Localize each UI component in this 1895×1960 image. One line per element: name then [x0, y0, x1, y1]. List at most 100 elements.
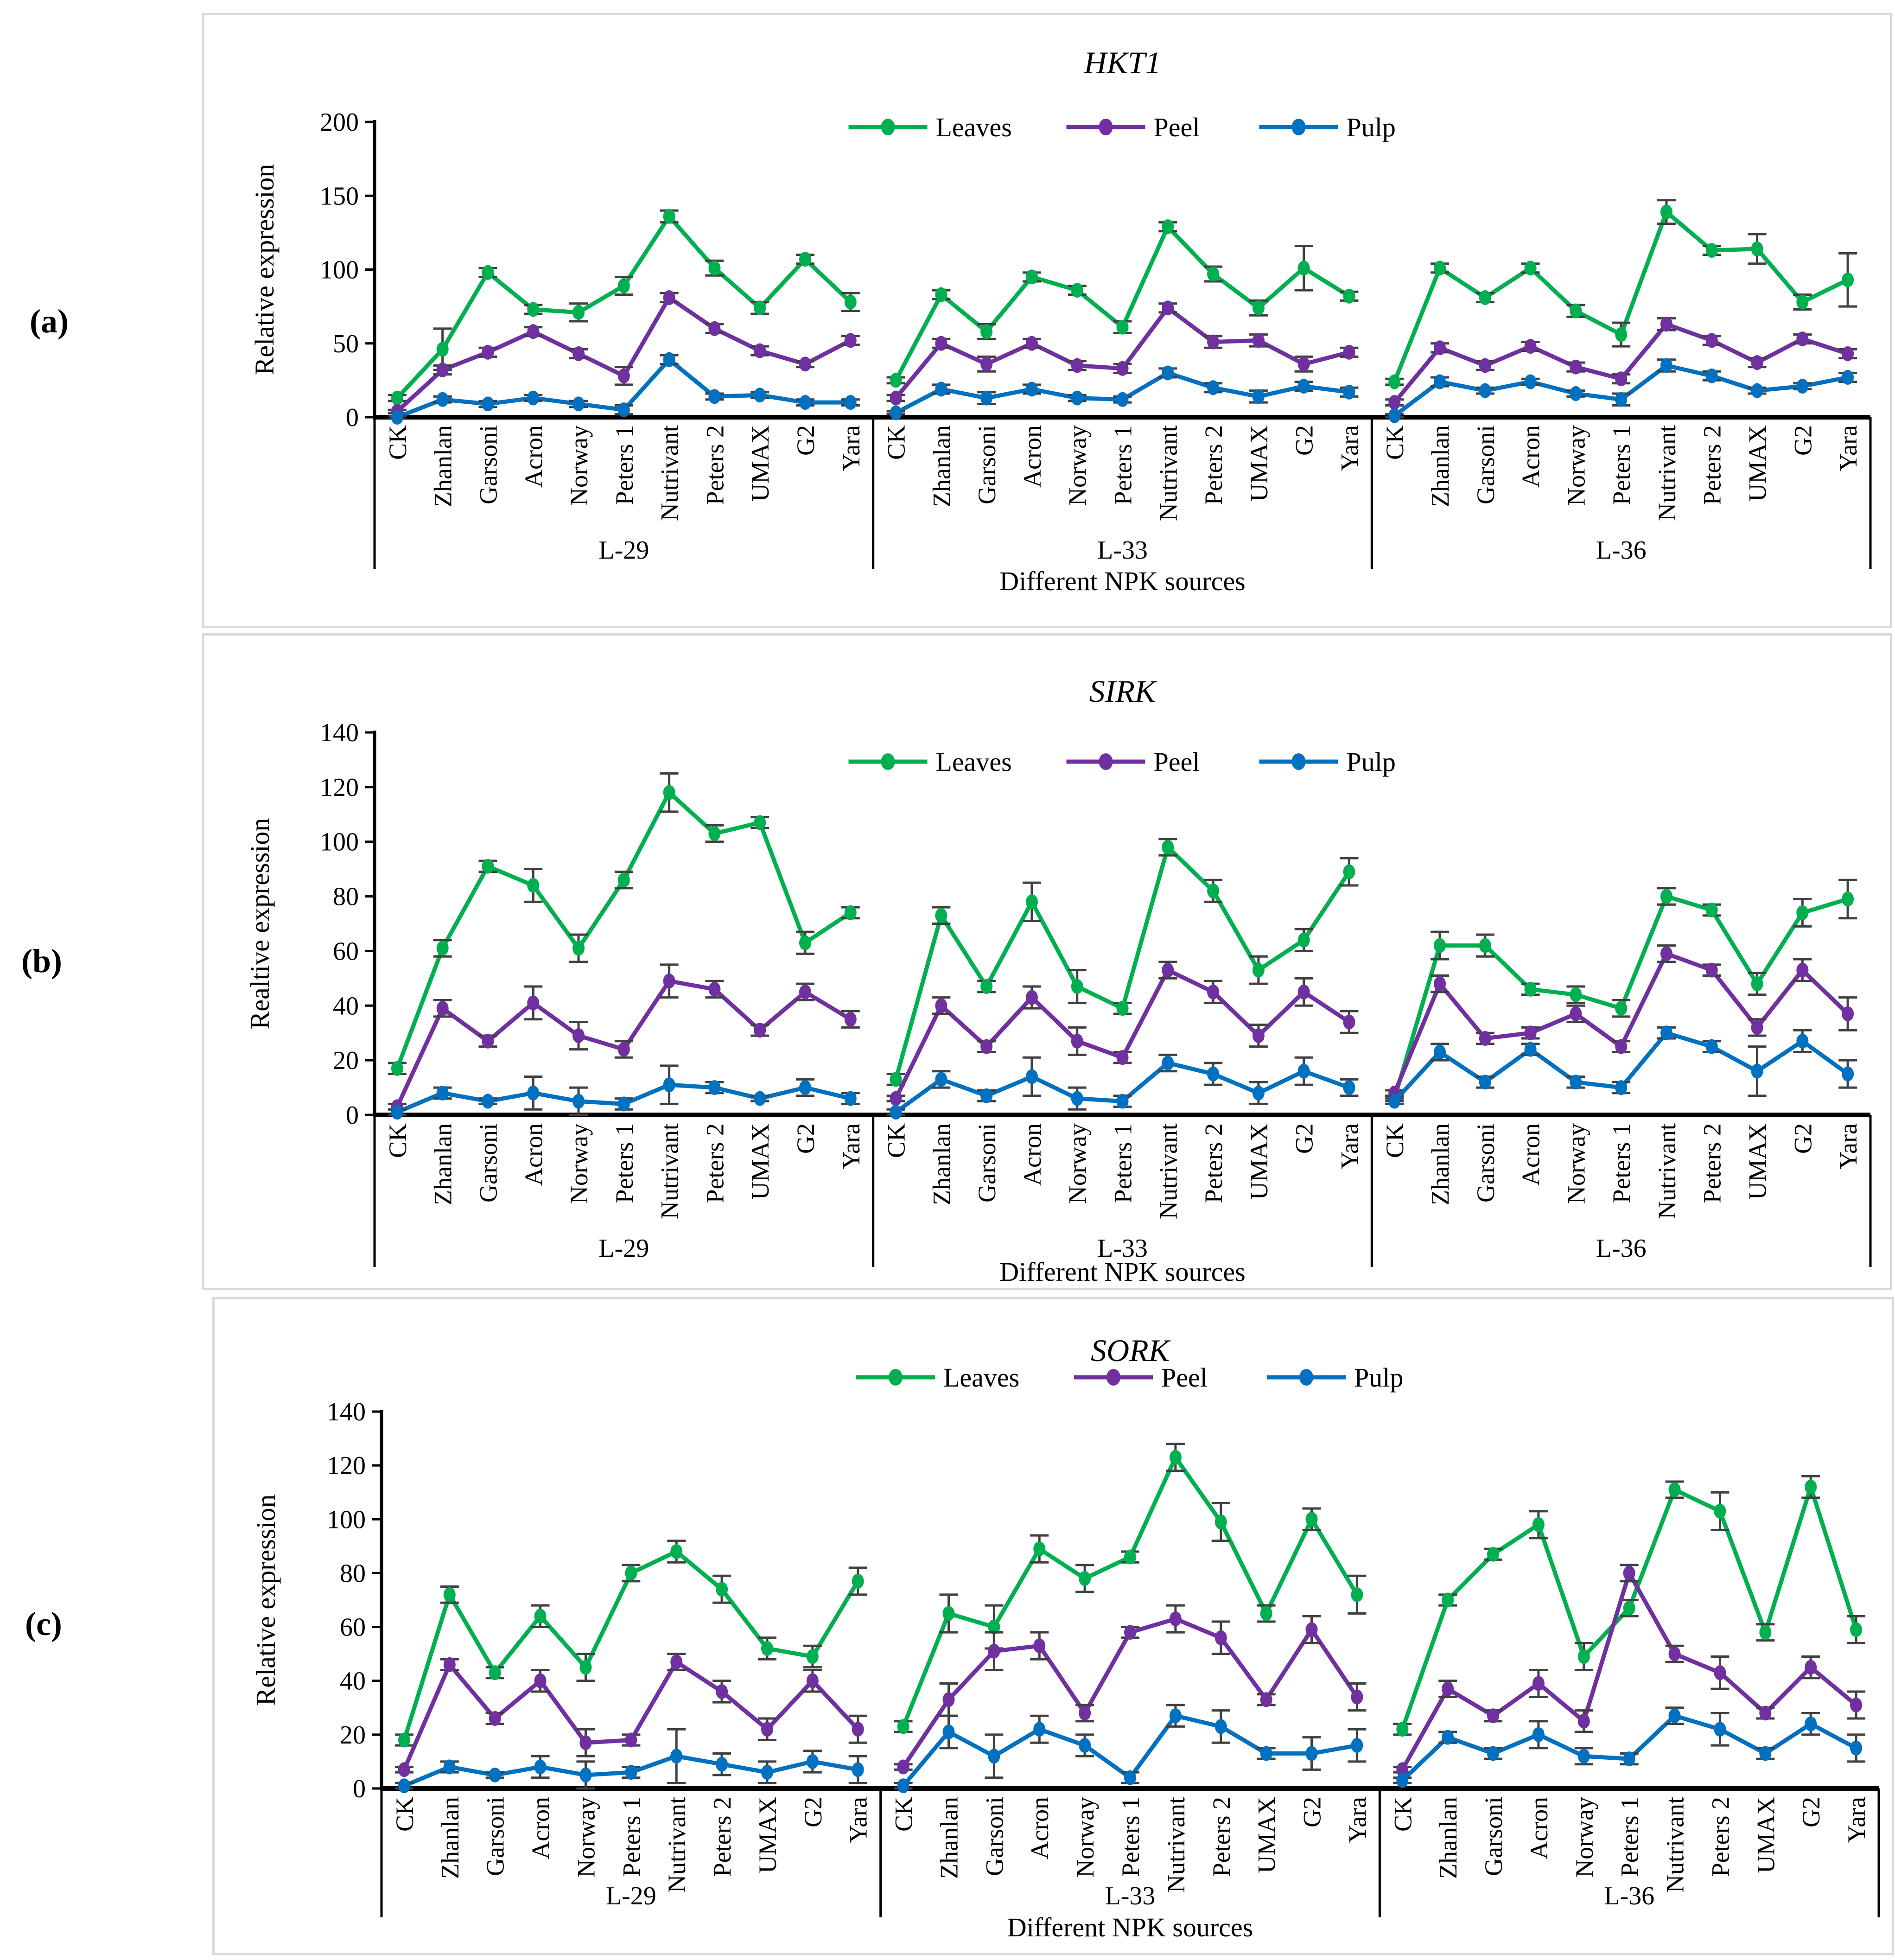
- category-label: CK: [883, 1123, 910, 1158]
- series-line-pulp: [1401, 1713, 1857, 1782]
- data-point: [799, 1080, 811, 1095]
- data-point: [1162, 1056, 1174, 1071]
- data-point: [716, 1582, 728, 1597]
- category-label: Peters 2: [1200, 425, 1227, 505]
- y-tick-label: 40: [340, 1667, 366, 1696]
- data-point: [1297, 984, 1310, 999]
- data-point: [1796, 905, 1809, 920]
- data-point: [617, 368, 630, 383]
- data-point: [1623, 1565, 1635, 1581]
- data-point: [716, 1756, 728, 1772]
- data-point: [1071, 390, 1083, 406]
- category-label: Acron: [1525, 1797, 1553, 1859]
- data-point: [890, 390, 902, 406]
- data-point: [1842, 891, 1854, 907]
- group-label: L-29: [598, 1234, 649, 1263]
- data-point: [572, 1028, 585, 1044]
- legend-item-peel: Peel: [1074, 1362, 1208, 1393]
- data-point: [1705, 903, 1718, 918]
- category-label: Garsoni: [482, 1797, 509, 1876]
- data-point: [1169, 1611, 1182, 1627]
- category-label: UMAX: [1245, 425, 1273, 502]
- data-point: [1033, 1638, 1046, 1654]
- data-point: [670, 1655, 683, 1670]
- legend-marker-icon: [1291, 753, 1306, 770]
- data-point: [942, 1692, 955, 1707]
- legend-label: Leaves: [936, 112, 1012, 142]
- data-point: [482, 344, 494, 360]
- y-tick-label: 0: [353, 1775, 366, 1803]
- category-label: Acron: [1018, 1123, 1046, 1186]
- data-point: [1615, 1039, 1628, 1054]
- data-point: [806, 1649, 819, 1664]
- category-label: Acron: [1517, 425, 1545, 488]
- data-point: [1260, 1746, 1272, 1761]
- y-tick-label: 40: [333, 992, 359, 1020]
- data-point: [1442, 1592, 1454, 1608]
- data-point: [935, 287, 948, 302]
- data-point: [1796, 1033, 1809, 1049]
- y-tick-label: 150: [320, 182, 359, 210]
- data-point: [1252, 389, 1265, 404]
- panel-b-label: (b): [21, 942, 62, 980]
- data-point: [1532, 1676, 1545, 1691]
- category-label: CK: [1381, 1123, 1409, 1158]
- data-point: [1524, 374, 1537, 389]
- data-point: [436, 363, 449, 378]
- data-point: [852, 1762, 864, 1777]
- data-point: [1207, 883, 1220, 898]
- category-label: Nutrivant: [1653, 1123, 1681, 1219]
- data-point: [436, 1085, 449, 1101]
- data-point: [1442, 1730, 1454, 1745]
- data-point: [1705, 1039, 1718, 1054]
- category-label: Peters 2: [1698, 1123, 1726, 1203]
- panel-hkt1-chart: HKT1 0 50 100 150 200 Relative expression CK Zha…: [202, 13, 1892, 628]
- data-point: [391, 1061, 403, 1076]
- data-point: [663, 785, 675, 800]
- data-point: [489, 1767, 501, 1782]
- category-label: Zhanlan: [429, 425, 457, 507]
- data-point: [1252, 962, 1265, 978]
- data-point: [527, 878, 540, 893]
- data-point: [1487, 1708, 1500, 1724]
- data-point: [1033, 1541, 1046, 1557]
- data-point: [1351, 1587, 1363, 1602]
- data-point: [1714, 1503, 1726, 1519]
- data-point: [579, 1735, 592, 1750]
- group-label: L-36: [1596, 1234, 1647, 1263]
- legend-item-pulp: Pulp: [1259, 112, 1396, 142]
- y-axis-title: Realtive expression: [245, 818, 275, 1030]
- data-point: [572, 1094, 585, 1109]
- data-point: [617, 872, 630, 888]
- category-label: Acron: [1026, 1797, 1054, 1859]
- data-point: [935, 1072, 948, 1087]
- legend-item-leaves: Leaves: [848, 112, 1012, 142]
- data-point: [708, 981, 721, 997]
- data-point: [935, 998, 948, 1013]
- group-label: L-36: [1604, 1882, 1654, 1910]
- data-point: [1479, 358, 1491, 373]
- category-label: Peters 2: [701, 425, 729, 505]
- category-label: UMAX: [746, 1123, 774, 1200]
- data-point: [1705, 243, 1718, 258]
- data-point: [1343, 1014, 1355, 1030]
- category-label: Zhanlan: [436, 1797, 464, 1879]
- data-point: [1524, 339, 1537, 354]
- data-point: [1162, 365, 1174, 381]
- y-axis-title: Relative expression: [249, 164, 280, 375]
- data-point: [1660, 946, 1672, 961]
- data-point: [617, 278, 630, 293]
- data-point: [482, 1033, 494, 1049]
- data-point: [527, 1085, 540, 1101]
- data-point: [1751, 1063, 1763, 1079]
- category-label: Zhanlan: [1426, 425, 1454, 507]
- data-point: [708, 261, 721, 276]
- data-point: [980, 390, 993, 406]
- data-point: [980, 356, 993, 372]
- panel-c-label: (c): [25, 1605, 62, 1642]
- category-label: CK: [1381, 425, 1409, 460]
- data-point: [1025, 269, 1038, 285]
- y-tick-label: 100: [320, 828, 359, 857]
- legend-item-pulp: Pulp: [1259, 747, 1396, 777]
- category-label: CK: [391, 1797, 419, 1832]
